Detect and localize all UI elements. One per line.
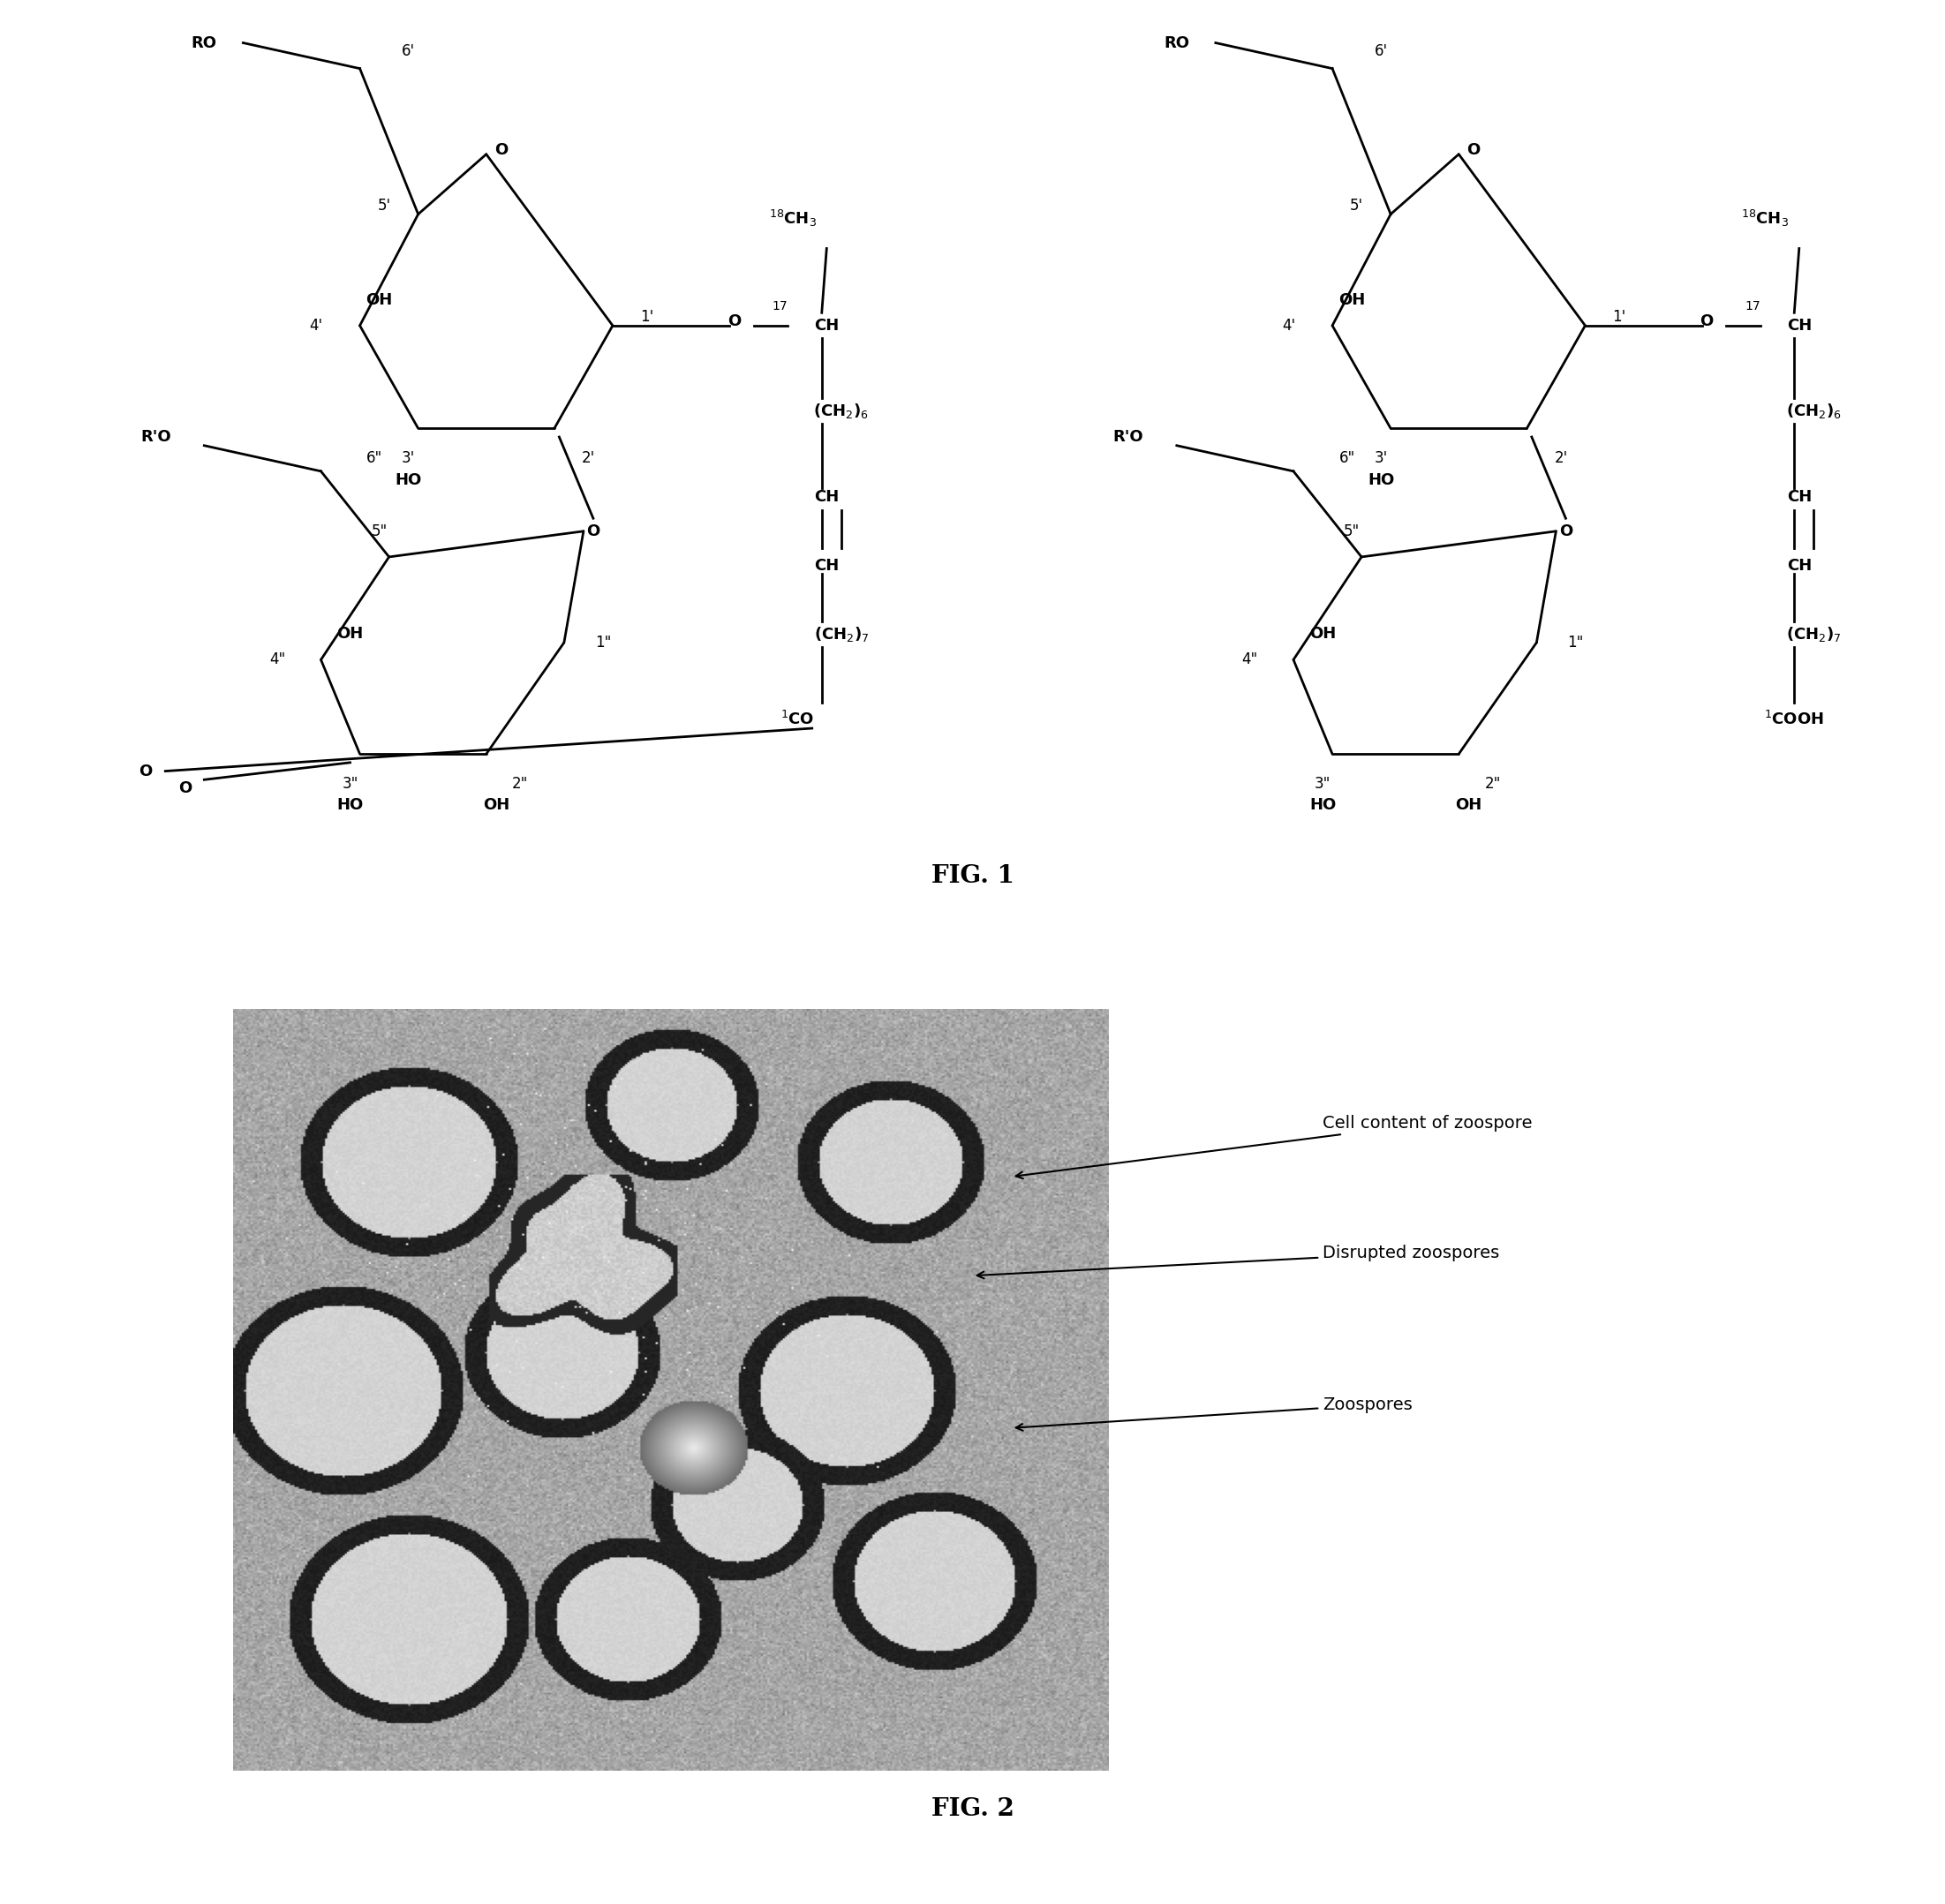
Text: 17: 17	[772, 301, 788, 312]
Text: Disrupted zoospores: Disrupted zoospores	[976, 1245, 1500, 1278]
Text: 2': 2'	[582, 451, 595, 466]
Text: OH: OH	[1309, 626, 1336, 642]
Text: $^{18}$CH$_3$: $^{18}$CH$_3$	[768, 208, 817, 228]
Text: O: O	[140, 764, 152, 779]
Text: O: O	[1467, 143, 1480, 158]
Text: R'O: R'O	[140, 428, 171, 446]
Text: 5': 5'	[377, 198, 391, 213]
Text: 4": 4"	[1241, 651, 1258, 668]
Text: 2": 2"	[1484, 777, 1502, 792]
Text: O: O	[727, 314, 741, 329]
Text: (CH$_2$)$_7$: (CH$_2$)$_7$	[1786, 625, 1842, 644]
Text: 5": 5"	[371, 524, 387, 539]
Text: Cell content of zoospore: Cell content of zoospore	[1015, 1116, 1533, 1179]
Text: CH: CH	[1787, 489, 1811, 505]
Text: O: O	[1560, 524, 1572, 539]
Text: CH: CH	[1787, 318, 1811, 333]
Text: 4': 4'	[1282, 318, 1295, 333]
Text: RO: RO	[191, 34, 218, 51]
Text: CH: CH	[815, 318, 838, 333]
Text: HO: HO	[336, 798, 364, 813]
Text: 4": 4"	[268, 651, 286, 668]
Text: 2': 2'	[1554, 451, 1568, 466]
Text: CH: CH	[1787, 558, 1811, 573]
Text: HO: HO	[1309, 798, 1336, 813]
Text: O: O	[179, 781, 191, 796]
Text: Zoospores: Zoospores	[1015, 1398, 1412, 1430]
Text: $^{18}$CH$_3$: $^{18}$CH$_3$	[1741, 208, 1789, 228]
Text: (CH$_2$)$_6$: (CH$_2$)$_6$	[1786, 402, 1842, 421]
Text: HO: HO	[395, 472, 422, 487]
Text: 3": 3"	[1315, 777, 1330, 792]
Text: 1': 1'	[1612, 308, 1626, 326]
Text: 6": 6"	[1338, 451, 1356, 466]
Text: 6": 6"	[366, 451, 383, 466]
Text: 1': 1'	[640, 308, 654, 326]
Text: R'O: R'O	[1113, 428, 1144, 446]
Text: 17: 17	[1745, 301, 1760, 312]
Text: 1": 1"	[1568, 634, 1583, 651]
Text: OH: OH	[1338, 291, 1365, 308]
Text: OH: OH	[366, 291, 393, 308]
Text: (CH$_2$)$_7$: (CH$_2$)$_7$	[813, 625, 869, 644]
Text: CH: CH	[815, 558, 838, 573]
Text: CH: CH	[815, 489, 838, 505]
Text: O: O	[1700, 314, 1714, 329]
Text: RO: RO	[1163, 34, 1190, 51]
Text: 6': 6'	[403, 44, 414, 59]
Text: FIG. 1: FIG. 1	[932, 864, 1013, 887]
Text: 3": 3"	[342, 777, 358, 792]
Text: FIG. 2: FIG. 2	[932, 1797, 1013, 1820]
Text: 6': 6'	[1375, 44, 1387, 59]
Text: 3': 3'	[1375, 451, 1387, 466]
Text: 3': 3'	[403, 451, 414, 466]
Text: HO: HO	[1367, 472, 1395, 487]
Text: 1": 1"	[595, 634, 611, 651]
Text: O: O	[494, 143, 508, 158]
Text: OH: OH	[1455, 798, 1482, 813]
Text: $^1$CO: $^1$CO	[780, 710, 815, 729]
Text: 2": 2"	[512, 777, 529, 792]
Text: OH: OH	[482, 798, 510, 813]
Text: (CH$_2$)$_6$: (CH$_2$)$_6$	[813, 402, 869, 421]
Text: 5': 5'	[1350, 198, 1363, 213]
Text: $^1$COOH: $^1$COOH	[1764, 710, 1824, 729]
Text: OH: OH	[336, 626, 364, 642]
Text: 4': 4'	[309, 318, 323, 333]
Text: O: O	[587, 524, 599, 539]
Text: 5": 5"	[1344, 524, 1360, 539]
